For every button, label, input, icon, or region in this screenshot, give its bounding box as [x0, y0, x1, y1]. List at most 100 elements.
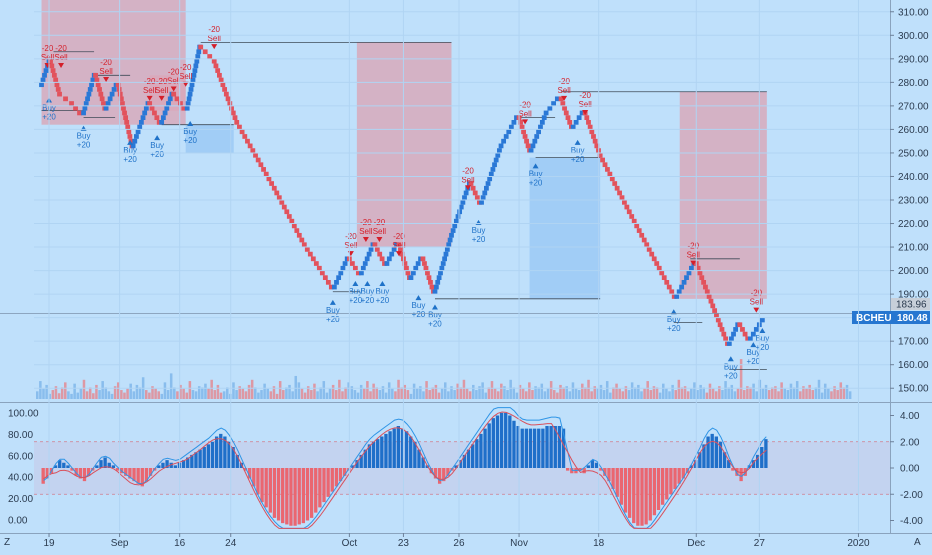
- price-axis[interactable]: 310.00 300.00 290.00 280.00 270.00 260.00 250.…: [34, 7, 929, 395]
- signal-qty: +20: [756, 343, 770, 352]
- buy-signal[interactable]: Buy+20: [428, 304, 442, 329]
- price-tick-label: 150.00: [898, 384, 929, 395]
- histogram-bar-negative: [338, 468, 343, 482]
- renko-brick-up: [534, 134, 540, 139]
- renko-brick-down: [565, 115, 571, 120]
- volume-bar: [749, 387, 752, 399]
- buy-signal[interactable]: Buy+20: [724, 356, 738, 380]
- volume-layer: [36, 359, 852, 399]
- price-tick-label: 250.00: [898, 148, 929, 159]
- volume-bar: [599, 384, 603, 399]
- histogram-bar-negative: [681, 468, 685, 479]
- renko-brick-up: [442, 256, 448, 262]
- histogram-bar-positive: [454, 465, 458, 468]
- buy-signal[interactable]: Buy+20: [667, 309, 681, 333]
- volume-bar: [690, 388, 693, 399]
- renko-brick-down: [745, 336, 751, 342]
- renko-brick-down: [69, 101, 74, 106]
- buy-signal[interactable]: Buy+20: [412, 295, 426, 319]
- buy-signal[interactable]: Buy+20: [348, 281, 363, 305]
- buy-signal[interactable]: Buy+20: [123, 139, 137, 164]
- renko-brick-down: [217, 72, 222, 78]
- zoom-button[interactable]: Z: [4, 537, 10, 548]
- renko-brick-down: [121, 105, 126, 111]
- histogram-bar-negative: [264, 468, 268, 508]
- buy-arrow-icon: [127, 139, 134, 145]
- renko-brick-up: [408, 275, 414, 280]
- buy-signal[interactable]: Buy+20: [183, 121, 198, 145]
- renko-brick-up: [747, 336, 753, 342]
- signal-label: Sell: [99, 67, 113, 76]
- renko-brick-down: [156, 120, 162, 125]
- renko-brick-down: [646, 247, 652, 252]
- histogram-bar-positive: [532, 428, 537, 468]
- renko-brick-up: [364, 256, 370, 262]
- volume-bar: [232, 382, 235, 399]
- renko-brick-up: [167, 96, 173, 102]
- sell-arrow-icon: [103, 77, 110, 83]
- last-price-tag[interactable]: 180.48: [891, 311, 930, 324]
- renko-brick-up: [340, 265, 346, 271]
- signal-qty: -20: [579, 91, 591, 100]
- volume-bar: [135, 384, 139, 399]
- volume-bar: [384, 392, 388, 399]
- buy-signal[interactable]: Buy+20: [746, 342, 761, 366]
- buy-signal[interactable]: Buy+20: [326, 299, 340, 324]
- oscillator-left-tick-label: 100.00: [8, 409, 39, 420]
- histogram-bar-positive: [66, 465, 70, 468]
- oscillator-right-axis[interactable]: 4.00 2.00 0.00 -2.00 -4.00: [890, 411, 923, 527]
- buy-signal[interactable]: Buy+20: [529, 163, 543, 187]
- buy-signal[interactable]: Buy+20: [150, 135, 164, 159]
- renko-brick-up: [86, 91, 92, 97]
- renko-brick-down: [261, 167, 266, 172]
- symbol-tag[interactable]: BCHEUR: [852, 311, 900, 324]
- renko-brick-down: [560, 101, 566, 106]
- renko-brick-down: [49, 63, 55, 69]
- histogram-bar-positive: [471, 444, 475, 468]
- histogram-bar-positive: [718, 441, 723, 468]
- renko-brick-down: [723, 336, 729, 342]
- renko-brick-up: [759, 317, 765, 323]
- buy-signal[interactable]: Buy+20: [571, 139, 585, 164]
- histogram-bar-negative: [293, 468, 297, 526]
- volume-bar: [668, 391, 671, 399]
- renko-brick-down: [701, 280, 707, 285]
- volume-bar: [148, 392, 151, 399]
- signal-qty: +20: [747, 357, 761, 366]
- time-axis[interactable]: 19 Sep 16 24 Oct 23 26 Nov 18 Dec 27 2020: [43, 0, 870, 549]
- volume-bar: [711, 388, 715, 399]
- renko-brick-down: [122, 110, 127, 116]
- buy-signal[interactable]: Buy+20: [360, 281, 375, 305]
- oscillator-tick-label: -2.00: [900, 490, 923, 501]
- auto-scale-button[interactable]: A: [914, 537, 921, 548]
- renko-brick-down: [220, 82, 226, 88]
- histogram-bar-negative: [652, 468, 657, 516]
- volume-bar: [201, 387, 204, 399]
- buy-signal[interactable]: Buy+20: [376, 281, 390, 305]
- renko-brick-up: [142, 110, 148, 116]
- histogram-bar-positive: [371, 441, 376, 468]
- renko-brick-down: [296, 232, 302, 238]
- buy-signal[interactable]: Buy+20: [755, 328, 770, 352]
- volume-bar: [70, 393, 73, 399]
- histogram-bar-positive: [214, 436, 219, 468]
- renko-brick-up: [40, 77, 46, 83]
- renko-brick-down: [266, 176, 272, 182]
